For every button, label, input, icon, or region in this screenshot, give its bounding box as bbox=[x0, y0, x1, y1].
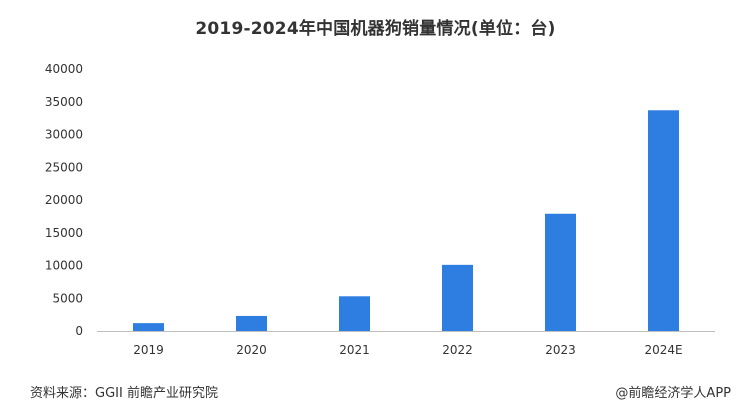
y-tick-label: 5000 bbox=[52, 291, 83, 305]
chart-title: 2019-2024年中国机器狗销量情况(单位：台) bbox=[195, 19, 556, 39]
y-tick-label: 10000 bbox=[45, 259, 83, 273]
x-tick-label: 2021 bbox=[339, 343, 370, 357]
x-tick-label: 2023 bbox=[545, 343, 576, 357]
brand-label: @前瞻经济学人APP bbox=[615, 386, 731, 401]
x-tick-label: 2020 bbox=[236, 343, 267, 357]
y-axis-ticks: 0 5000 10000 15000 20000 25000 30000 35000 40000 bbox=[45, 62, 83, 338]
y-tick-label: 30000 bbox=[45, 128, 83, 142]
bar-2021 bbox=[339, 296, 370, 331]
y-tick-label: 20000 bbox=[45, 193, 83, 207]
x-tick-label: 2019 bbox=[133, 343, 164, 357]
x-axis-ticks: 2019 2020 2021 2022 2023 2024E bbox=[133, 343, 682, 357]
bar-2024E bbox=[648, 110, 679, 331]
bar-2019 bbox=[133, 323, 164, 331]
bar-2023 bbox=[545, 213, 576, 331]
y-tick-label: 35000 bbox=[45, 95, 83, 109]
bar-2020 bbox=[236, 315, 267, 331]
bar-2022 bbox=[442, 264, 473, 331]
y-tick-label: 40000 bbox=[45, 62, 83, 76]
bars bbox=[133, 110, 679, 331]
source-note: 资料来源：GGII 前瞻产业研究院 bbox=[30, 386, 218, 401]
x-tick-label: 2024E bbox=[644, 343, 682, 357]
y-tick-label: 0 bbox=[75, 324, 83, 338]
x-tick-label: 2022 bbox=[442, 343, 473, 357]
y-tick-label: 25000 bbox=[45, 160, 83, 174]
y-tick-label: 15000 bbox=[45, 226, 83, 240]
